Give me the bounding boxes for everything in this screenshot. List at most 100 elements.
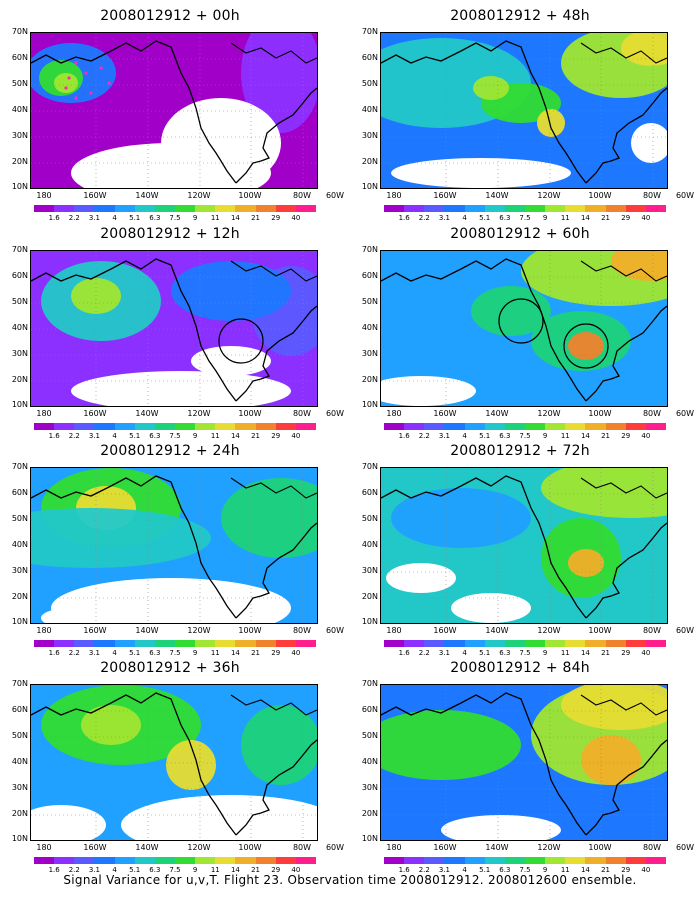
colorbar-swatch (54, 423, 75, 430)
variance-map (380, 684, 668, 841)
colorbar-label: 21 (251, 649, 261, 657)
colorbar-label: 5.1 (129, 214, 141, 222)
colorbar-label: 29 (271, 649, 281, 657)
colorbar-swatch (235, 423, 256, 430)
colorbar-swatch (174, 423, 196, 430)
colorbar-swatch (424, 640, 445, 647)
lat-tick-label: 40N (11, 323, 28, 332)
colorbar-swatch (54, 205, 75, 212)
colorbar-label: 21 (601, 649, 611, 657)
colorbar-swatch (484, 640, 505, 647)
colorbar-swatch (235, 857, 256, 864)
colorbar-label: 40 (641, 649, 651, 657)
lon-tick-label: 60W (675, 843, 695, 852)
colorbar-swatch (94, 857, 115, 864)
colorbar-swatch (605, 205, 626, 212)
colorbar-label: 6.3 (149, 866, 161, 874)
colorbar-swatch (195, 205, 216, 212)
lon-tick-label: 120W (537, 409, 561, 418)
colorbar-label: 40 (291, 214, 301, 222)
colorbar-label: 21 (251, 432, 261, 440)
lat-tick-label: 60N (361, 705, 378, 714)
colorbar-swatch (134, 205, 155, 212)
colorbar (34, 423, 316, 430)
colorbar-label: 29 (621, 432, 631, 440)
lon-tick-label: 100W (588, 409, 612, 418)
colorbar-label: 7.5 (519, 866, 531, 874)
colorbar-label: 21 (601, 214, 611, 222)
colorbar (384, 205, 666, 212)
colorbar-label: 29 (621, 866, 631, 874)
colorbar-swatch (545, 640, 566, 647)
colorbar (34, 857, 316, 864)
lat-tick-label: 20N (11, 375, 28, 384)
colorbar-swatch (174, 640, 196, 647)
colorbar-label: 4 (462, 432, 467, 440)
colorbar-swatch (585, 205, 606, 212)
colorbar-swatch (625, 857, 646, 864)
lon-tick-label: 140W (485, 409, 509, 418)
colorbar-swatch (114, 205, 135, 212)
lat-tick-label: 60N (361, 488, 378, 497)
lat-tick-label: 20N (361, 809, 378, 818)
colorbar-swatch (524, 640, 546, 647)
colorbar-swatch (295, 205, 316, 212)
lat-tick-label: 30N (361, 131, 378, 140)
colorbar-label: 21 (251, 214, 261, 222)
lon-tick-label: 120W (187, 191, 211, 200)
lat-tick-label: 50N (361, 297, 378, 306)
colorbar-swatch (154, 423, 175, 430)
colorbar-swatch (645, 205, 666, 212)
colorbar-swatch (114, 423, 135, 430)
lat-tick-label: 40N (361, 540, 378, 549)
colorbar-label: 7.5 (169, 866, 181, 874)
colorbar-label: 5.1 (479, 649, 491, 657)
lat-tick-label: 50N (361, 731, 378, 740)
colorbar-swatch (605, 423, 626, 430)
lat-tick-label: 20N (11, 157, 28, 166)
colorbar-swatch (404, 857, 425, 864)
colorbar-label: 4 (462, 649, 467, 657)
colorbar-swatch (255, 423, 276, 430)
colorbar-swatch (424, 857, 445, 864)
lon-tick-label: 60W (325, 409, 345, 418)
colorbar-swatch (444, 205, 465, 212)
lat-tick-label: 70N (361, 27, 378, 36)
colorbar-swatch (625, 423, 646, 430)
lat-tick-label: 70N (361, 679, 378, 688)
map-panel: 2008012912 + 72h 70N 60N 50N 40N 30N 20N 10N 180… (350, 443, 694, 658)
lon-tick-label: 80W (642, 843, 662, 852)
colorbar (34, 640, 316, 647)
lon-tick-label: 80W (292, 191, 312, 200)
lat-tick-label: 50N (11, 297, 28, 306)
colorbar-swatch (94, 205, 115, 212)
lat-tick-label: 20N (11, 809, 28, 818)
lon-tick-label: 120W (537, 843, 561, 852)
colorbar-swatch (444, 640, 465, 647)
lat-tick-label: 40N (361, 105, 378, 114)
colorbar-swatch (384, 640, 405, 647)
lat-tick-label: 10N (361, 617, 378, 626)
colorbar-swatch (275, 640, 296, 647)
lat-tick-label: 10N (361, 400, 378, 409)
colorbar-label: 14 (230, 649, 240, 657)
colorbar-swatch (645, 640, 666, 647)
panel-title: 2008012912 + 12h (100, 226, 240, 242)
colorbar-swatch (34, 640, 55, 647)
colorbar-swatch (504, 205, 525, 212)
lat-tick-label: 70N (11, 679, 28, 688)
colorbar-swatch (565, 857, 586, 864)
colorbar-label: 29 (621, 649, 631, 657)
colorbar-label: 4 (112, 866, 117, 874)
colorbar-label: 40 (641, 432, 651, 440)
lon-tick-label: 140W (135, 409, 159, 418)
colorbar-label: 11 (210, 214, 220, 222)
colorbar-label: 9 (192, 649, 198, 657)
colorbar-swatch (275, 423, 296, 430)
colorbar-swatch (295, 857, 316, 864)
lat-tick-label: 10N (361, 834, 378, 843)
lat-tick-label: 70N (361, 462, 378, 471)
colorbar-swatch (384, 423, 405, 430)
colorbar-label: 6.3 (499, 649, 511, 657)
lat-tick-label: 50N (11, 731, 28, 740)
